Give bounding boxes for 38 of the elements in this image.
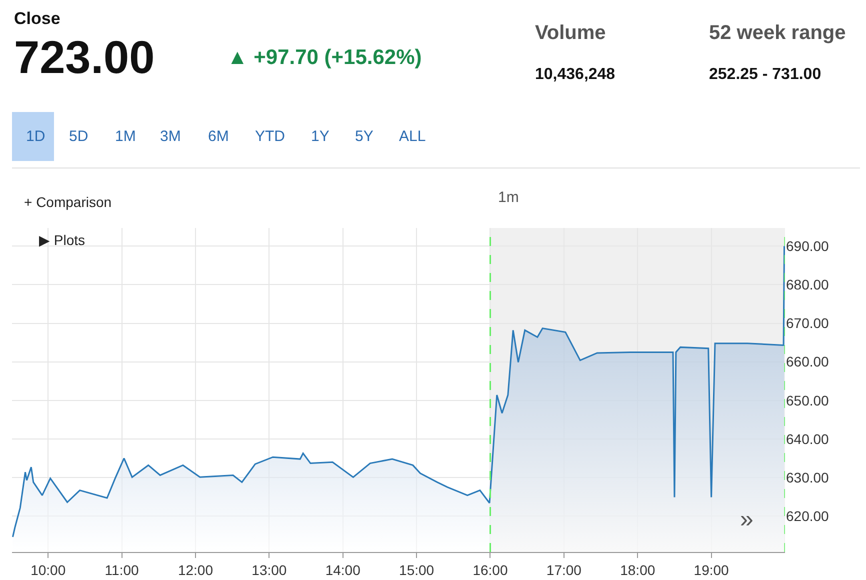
text: 1Y (311, 128, 330, 145)
y-tick-label: 670.00 (786, 315, 830, 332)
y-tick-label: 680.00 (786, 276, 830, 293)
text: 5D (69, 128, 88, 145)
text: 52 week range (709, 22, 846, 44)
x-tick-label: 11:00 (104, 562, 140, 578)
y-tick-label: 660.00 (786, 354, 830, 370)
x-tick-label: 16:00 (472, 562, 508, 578)
text: 3M (160, 128, 181, 145)
chart-subtitle: 723.00 (14, 31, 155, 83)
text: 1M (115, 128, 136, 145)
text: 1D (26, 128, 46, 145)
text: ALL (399, 128, 426, 145)
x-tick-label: 19:00 (694, 562, 730, 578)
y-tick-label: 640.00 (786, 430, 830, 447)
x-tick-label: 10:00 (30, 562, 66, 578)
annotation: » (740, 506, 754, 533)
text: YTD (255, 128, 286, 145)
text: 10,436,248 (535, 66, 616, 83)
x-tick-label: 13:00 (252, 562, 287, 578)
x-tick-label: 15:00 (399, 562, 434, 578)
y-tick-label: 630.00 (786, 469, 830, 486)
text: + Comparison (24, 194, 112, 210)
text: Volume (535, 22, 606, 44)
text: 6M (208, 128, 229, 145)
text: 252.25 - 731.00 (709, 66, 822, 83)
y-tick-label: 650.00 (786, 392, 830, 408)
x-tick-label: 12:00 (178, 562, 214, 578)
text: ▲ +97.70 (+15.62%) (227, 46, 422, 69)
x-tick-label: 14:00 (325, 562, 361, 578)
y-tick-label: 620.00 (786, 508, 830, 524)
text: 5Y (355, 128, 374, 145)
x-tick-label: 18:00 (620, 562, 656, 578)
x-tick-label: 17:00 (546, 562, 582, 578)
annotation: ▶ Plots (39, 232, 86, 248)
chart-title: Close (14, 9, 60, 28)
y-tick-label: 690.00 (786, 238, 830, 254)
text: 1m (498, 189, 519, 206)
